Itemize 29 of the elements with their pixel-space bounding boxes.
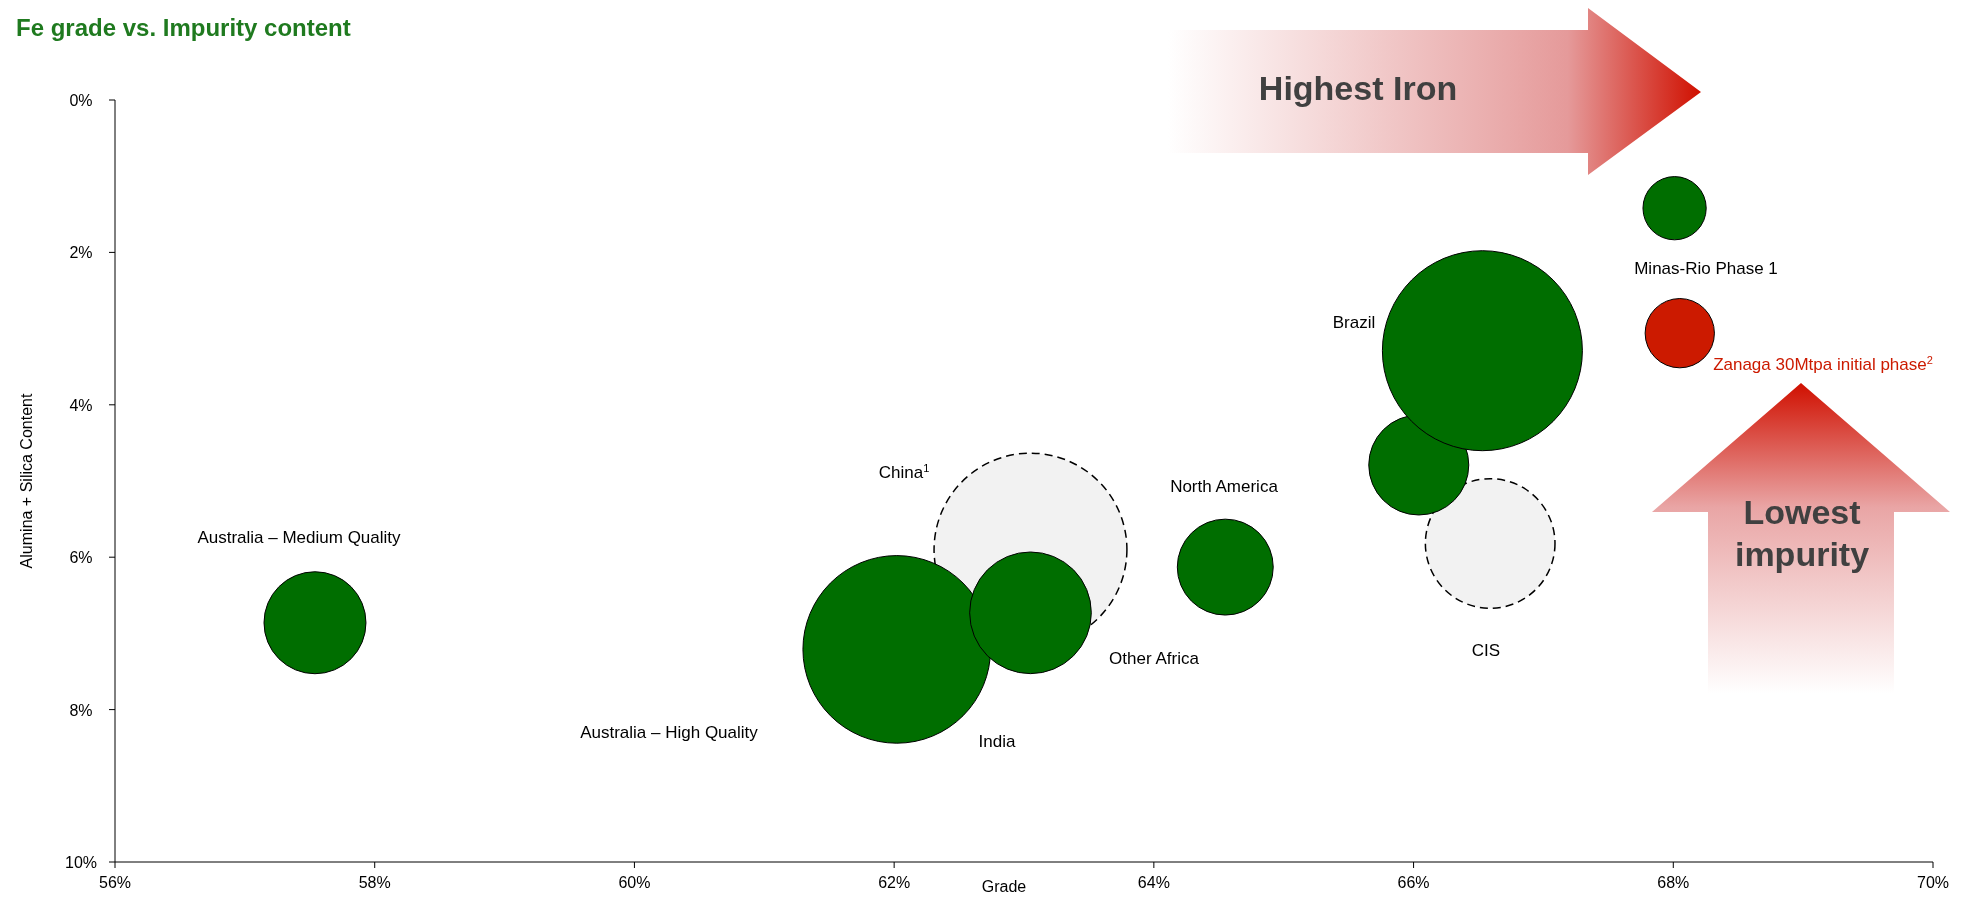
- annotation: Australia – Medium Quality: [197, 528, 402, 547]
- annotation: Brazil: [1332, 313, 1376, 332]
- annotation: Minas-Rio Phase 1: [1634, 259, 1778, 278]
- x-tick-label: 70%: [1916, 874, 1950, 891]
- x-tick-label: 62%: [878, 874, 911, 891]
- x-tick-label: 56%: [98, 874, 132, 891]
- x-axis-title: Grade: [981, 878, 1027, 895]
- y-tick-label: 10%: [64, 854, 98, 871]
- annotation: Highest Iron: [1258, 69, 1458, 107]
- x-tick-label: 68%: [1657, 874, 1690, 891]
- chart-title: Fe grade vs. Impurity content: [16, 14, 351, 41]
- y-tick-label: 8%: [69, 701, 93, 719]
- annotation: North America: [1170, 477, 1279, 496]
- annotation: India: [978, 732, 1016, 751]
- y-tick-label: 4%: [69, 396, 93, 414]
- annotation: Australia – High Quality: [580, 723, 759, 742]
- x-tick-label: 58%: [358, 874, 391, 891]
- annotation: China$^{1}$: [878, 462, 930, 482]
- y-tick-label: 0%: [69, 92, 93, 109]
- annotation: Other Africa: [1109, 649, 1200, 668]
- x-tick-label: 64%: [1137, 874, 1170, 891]
- annotation: Lowest impurity: [1734, 493, 1870, 573]
- annotation: CIS: [1471, 641, 1501, 660]
- y-axis-title: Alumina + Silica Content: [18, 393, 35, 569]
- x-tick-label: 66%: [1397, 874, 1430, 891]
- y-tick-label: 2%: [69, 244, 93, 262]
- x-tick-label: 60%: [618, 874, 651, 891]
- y-tick-label: 6%: [69, 549, 93, 567]
- annotation: Zanaga 30Mtpa initial phase$^{2}$: [1713, 354, 1933, 374]
